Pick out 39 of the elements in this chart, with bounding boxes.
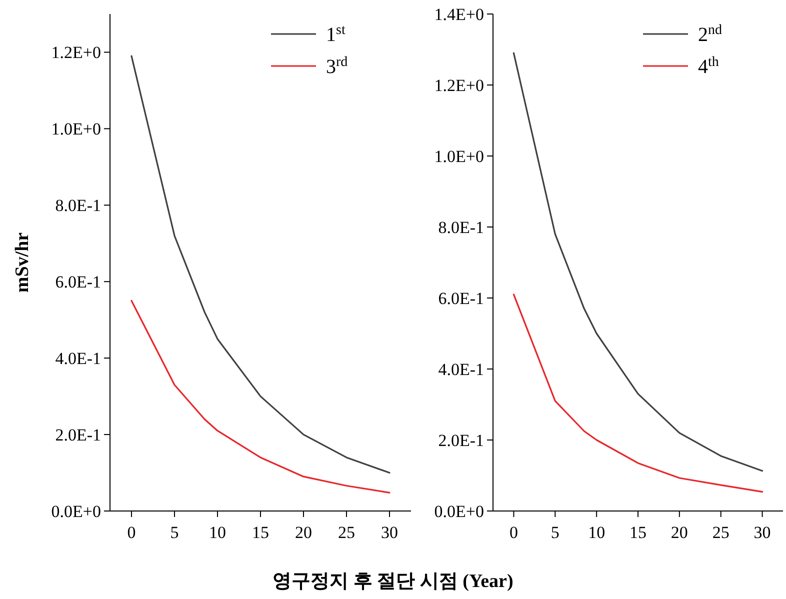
y-tick-label: 6.0E-1	[438, 289, 484, 308]
line-series	[130, 55, 390, 474]
y-tick-label: 1.4E+0	[434, 5, 484, 24]
x-tick-label: 15	[252, 523, 269, 542]
y-tick-label: 1.2E+0	[51, 43, 101, 62]
y-axis-title: mSv/hr	[12, 232, 33, 293]
y-tick-label: 0.0E+0	[434, 502, 484, 521]
y-tick-label: 1.2E+0	[434, 76, 484, 95]
x-tick-label: 15	[630, 523, 646, 542]
y-tick-label: 0.0E+0	[51, 502, 101, 521]
y-tick-label: 2.0E-1	[438, 431, 484, 450]
x-tick-label: 30	[754, 523, 771, 542]
x-tick-label: 10	[209, 523, 226, 542]
x-tick-label: 20	[670, 523, 688, 542]
legend-label: 4$^{th}$	[698, 54, 719, 78]
line-series	[130, 300, 390, 494]
x-tick-label: 10	[588, 523, 606, 542]
x-tick-label: 20	[295, 523, 312, 542]
y-tick-label: 4.0E-1	[55, 349, 101, 368]
line-series	[512, 294, 764, 493]
y-tick-label: 4.0E-1	[438, 360, 484, 379]
x-tick-label: 25	[338, 523, 355, 542]
x-tick-label: 0	[127, 523, 136, 542]
y-tick-label: 2.0E-1	[55, 426, 101, 445]
x-tick-label: 0	[509, 523, 518, 542]
line-series	[512, 52, 764, 472]
legend-label: 3$^{rd}$	[326, 54, 348, 78]
x-tick-label: 5	[550, 523, 560, 542]
y-tick-label: 1.0E+0	[51, 120, 101, 139]
y-tick-label: 8.0E-1	[438, 218, 484, 237]
x-tick-label: 5	[170, 523, 179, 542]
legend-label: 2$^{nd}$	[698, 22, 722, 46]
y-tick-label: 1.0E+0	[434, 147, 484, 166]
y-tick-label: 6.0E-1	[55, 272, 101, 292]
x-tick-label: 30	[381, 523, 398, 542]
x-tick-label: 25	[712, 523, 730, 542]
y-tick-label: 8.0E-1	[55, 196, 101, 216]
legend-label: 1$^{st}$	[326, 22, 346, 46]
x-axis-title: 영구정지 후 절단 시점 (Year)	[272, 571, 514, 592]
